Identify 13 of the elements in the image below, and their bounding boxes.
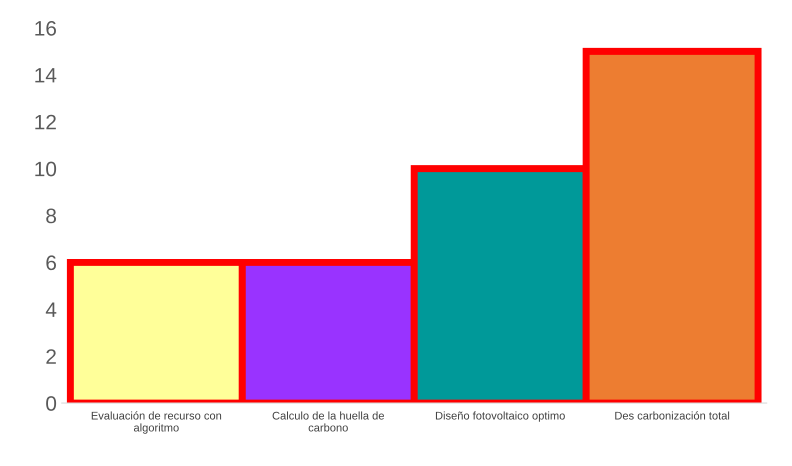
y-tick-label: 6 [46, 255, 56, 270]
y-tick-label: 10 [35, 162, 56, 176]
y-tick-label: 12 [35, 114, 56, 130]
y-tick-label: 14 [35, 68, 56, 82]
x-tick-label: Calculo de la huella de carbono [272, 411, 384, 432]
y-tick-label: 8 [46, 208, 56, 224]
y-tick-label: 16 [35, 20, 56, 36]
y-tick-label: 2 [46, 349, 56, 364]
x-tick-label: Diseño fotovoltaico optimo [436, 411, 565, 422]
x-tick-label: Evaluación de recurso con algoritmo [92, 411, 222, 434]
x-tick-label: Des carbonización total [615, 411, 730, 420]
y-tick-label: 0 [46, 396, 56, 411]
y-tick-label: 4 [46, 302, 56, 317]
